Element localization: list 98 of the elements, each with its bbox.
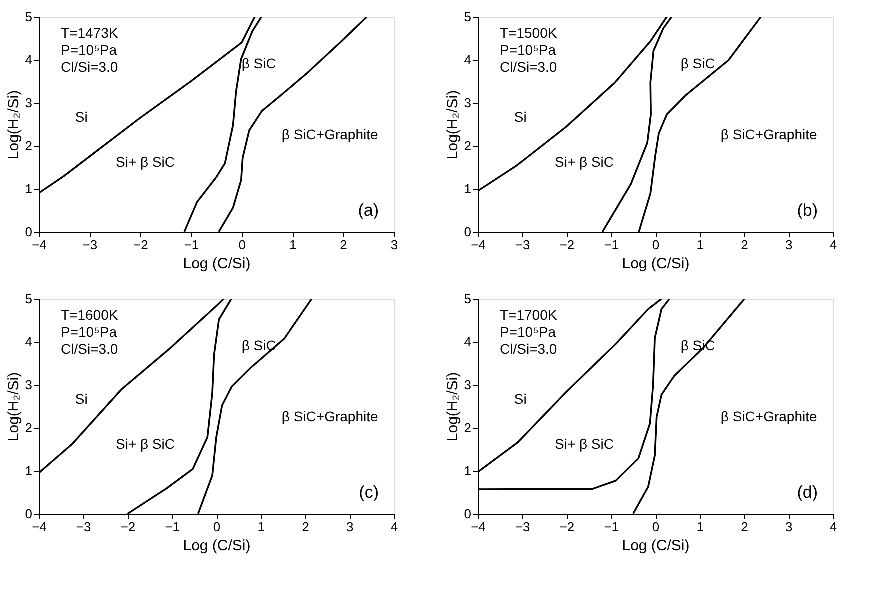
x-axis-title: Log (C/Si) bbox=[183, 538, 251, 554]
annotation: Cl/Si=3.0 bbox=[61, 59, 118, 75]
y-tick-label: 0 bbox=[464, 506, 472, 522]
y-tick-label: 3 bbox=[25, 378, 32, 392]
x-tick-label: −1 bbox=[604, 520, 620, 534]
y-axis-title: Log(H₂/Si) bbox=[444, 372, 462, 442]
annotation: Cl/Si=3.0 bbox=[500, 59, 558, 75]
x-tick-label: −3 bbox=[76, 520, 92, 534]
x-tick-label: 3 bbox=[786, 520, 793, 534]
annotation: (d) bbox=[797, 483, 818, 502]
annotation: (a) bbox=[358, 201, 379, 220]
y-tick-label: 0 bbox=[25, 506, 32, 522]
annotation: β SiC bbox=[680, 55, 716, 72]
annotation: (b) bbox=[797, 201, 818, 220]
annotation: Si bbox=[514, 391, 527, 408]
annotation: P=10⁵Pa bbox=[500, 42, 556, 58]
x-tick-label: −3 bbox=[515, 238, 530, 252]
x-tick-label: −1 bbox=[184, 238, 200, 252]
y-axis-title: Log(H₂/Si) bbox=[5, 372, 22, 442]
x-tick-label: 0 bbox=[652, 238, 660, 252]
x-tick-label: 0 bbox=[213, 520, 221, 534]
x-tick-label: −3 bbox=[82, 238, 98, 252]
x-tick-label: −2 bbox=[120, 520, 136, 534]
annotation: Si bbox=[75, 109, 88, 126]
x-tick-label: 4 bbox=[830, 520, 838, 534]
x-tick-label: −1 bbox=[165, 520, 180, 534]
x-axis-title: Log (C/Si) bbox=[183, 256, 251, 272]
x-tick-label: 2 bbox=[741, 520, 748, 534]
x-tick-label: 1 bbox=[258, 520, 265, 534]
y-tick-label: 2 bbox=[25, 420, 32, 436]
annotation: β SiC+Graphite bbox=[282, 126, 378, 142]
y-axis-title: Log(H₂/Si) bbox=[444, 90, 462, 160]
x-tick-label: −2 bbox=[560, 238, 575, 252]
y-tick-label: 1 bbox=[25, 464, 32, 478]
annotation: Si+ β SiC bbox=[116, 436, 176, 452]
y-tick-label: 2 bbox=[464, 420, 472, 436]
annotation: Cl/Si=3.0 bbox=[500, 341, 558, 357]
annotation: Si+ β SiC bbox=[116, 154, 176, 170]
y-tick-label: 5 bbox=[464, 292, 472, 306]
x-tick-label: −2 bbox=[560, 520, 575, 534]
y-tick-label: 4 bbox=[464, 52, 472, 68]
y-tick-label: 0 bbox=[464, 224, 472, 240]
x-tick-label: −4 bbox=[32, 238, 47, 252]
annotation: β SiC+Graphite bbox=[720, 126, 818, 142]
annotation: T=1700K bbox=[500, 307, 558, 323]
y-axis-title: Log(H₂/Si) bbox=[5, 90, 22, 160]
y-tick-label: 1 bbox=[464, 182, 472, 196]
y-tick-label: 1 bbox=[25, 182, 32, 196]
annotation: β SiC bbox=[242, 55, 276, 72]
y-tick-label: 5 bbox=[25, 10, 32, 24]
x-tick-label: 4 bbox=[390, 520, 398, 534]
x-tick-label: 1 bbox=[289, 238, 297, 252]
x-tick-label: −2 bbox=[134, 238, 148, 252]
x-axis-title: Log (C/Si) bbox=[622, 256, 690, 272]
x-tick-label: 3 bbox=[346, 520, 354, 534]
annotation: Si+ β SiC bbox=[554, 154, 614, 170]
y-tick-label: 0 bbox=[25, 224, 32, 240]
x-tick-label: 0 bbox=[238, 238, 246, 252]
y-tick-label: 1 bbox=[464, 464, 472, 478]
annotation: T=1473K bbox=[61, 25, 119, 41]
annotation: P=10⁵Pa bbox=[500, 324, 556, 340]
x-tick-label: 2 bbox=[340, 238, 348, 252]
annotation: P=10⁵Pa bbox=[61, 324, 118, 340]
x-tick-label: −3 bbox=[515, 520, 530, 534]
y-tick-label: 3 bbox=[464, 96, 472, 110]
x-axis-title: Log (C/Si) bbox=[622, 538, 690, 554]
annotation: Si+ β SiC bbox=[554, 436, 614, 452]
y-tick-label: 3 bbox=[25, 96, 32, 110]
annotation: T=1500K bbox=[500, 25, 558, 41]
x-tick-label: 2 bbox=[741, 238, 748, 252]
x-tick-label: 3 bbox=[786, 238, 793, 252]
y-tick-label: 2 bbox=[464, 138, 472, 154]
y-tick-label: 2 bbox=[25, 138, 32, 154]
annotation: (c) bbox=[359, 483, 379, 502]
x-tick-label: 3 bbox=[390, 238, 398, 252]
x-tick-label: −1 bbox=[604, 238, 620, 252]
x-tick-label: 0 bbox=[652, 520, 660, 534]
x-tick-label: 1 bbox=[696, 520, 704, 534]
x-tick-label: −4 bbox=[32, 520, 47, 534]
annotation: Si bbox=[514, 109, 527, 126]
x-tick-label: 1 bbox=[696, 238, 704, 252]
y-tick-label: 5 bbox=[464, 10, 472, 24]
annotation: Si bbox=[75, 391, 88, 408]
annotation: β SiC+Graphite bbox=[720, 408, 818, 424]
annotation: T=1600K bbox=[61, 307, 119, 323]
x-tick-label: −4 bbox=[471, 238, 486, 252]
annotation: β SiC+Graphite bbox=[282, 408, 378, 424]
y-tick-label: 5 bbox=[25, 292, 32, 306]
y-tick-label: 3 bbox=[464, 378, 472, 392]
y-tick-label: 4 bbox=[25, 334, 32, 350]
y-tick-label: 4 bbox=[464, 334, 472, 350]
annotation: P=10⁵Pa bbox=[61, 42, 118, 58]
annotation: Cl/Si=3.0 bbox=[61, 341, 118, 357]
x-tick-label: −4 bbox=[471, 520, 486, 534]
annotation: β SiC bbox=[242, 337, 276, 354]
x-tick-label: 4 bbox=[830, 238, 838, 252]
y-tick-label: 4 bbox=[25, 52, 32, 68]
x-tick-label: 2 bbox=[302, 520, 310, 534]
